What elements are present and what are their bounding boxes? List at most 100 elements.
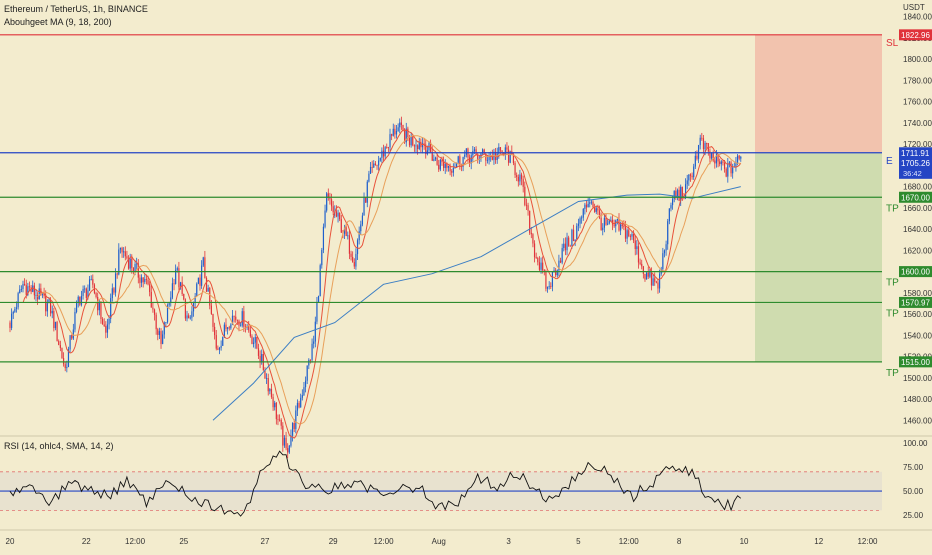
candle[interactable] bbox=[671, 199, 674, 206]
candle[interactable] bbox=[95, 293, 97, 297]
candle[interactable] bbox=[649, 270, 651, 277]
candle[interactable] bbox=[171, 283, 173, 298]
candle[interactable] bbox=[84, 288, 86, 290]
candle[interactable] bbox=[77, 296, 79, 302]
candle[interactable] bbox=[254, 336, 256, 343]
candle[interactable] bbox=[441, 159, 443, 163]
candle[interactable] bbox=[321, 249, 323, 266]
candle[interactable] bbox=[650, 270, 653, 286]
candle[interactable] bbox=[584, 204, 586, 209]
candle[interactable] bbox=[667, 221, 669, 245]
candle[interactable] bbox=[519, 174, 521, 182]
candle[interactable] bbox=[140, 277, 143, 283]
candle[interactable] bbox=[285, 437, 287, 449]
candle[interactable] bbox=[678, 189, 680, 201]
candle[interactable] bbox=[676, 189, 679, 198]
candle[interactable] bbox=[699, 137, 701, 146]
candle[interactable] bbox=[69, 335, 71, 350]
candle[interactable] bbox=[149, 284, 151, 292]
candle[interactable] bbox=[303, 387, 305, 396]
candle[interactable] bbox=[80, 295, 83, 305]
candle[interactable] bbox=[465, 148, 467, 155]
candle[interactable] bbox=[152, 307, 154, 310]
candle[interactable] bbox=[696, 155, 698, 159]
candle[interactable] bbox=[439, 159, 441, 170]
candle[interactable] bbox=[335, 211, 338, 217]
candle[interactable] bbox=[720, 161, 722, 165]
candle[interactable] bbox=[45, 295, 47, 312]
candle[interactable] bbox=[576, 225, 578, 240]
candle[interactable] bbox=[92, 279, 94, 285]
candle[interactable] bbox=[373, 163, 375, 168]
candle[interactable] bbox=[675, 190, 677, 198]
candle[interactable] bbox=[90, 279, 92, 280]
candle[interactable] bbox=[686, 180, 688, 185]
candle[interactable] bbox=[248, 325, 250, 331]
candle[interactable] bbox=[410, 136, 412, 146]
candle[interactable] bbox=[365, 197, 367, 203]
candle[interactable] bbox=[214, 326, 216, 336]
candle[interactable] bbox=[735, 163, 737, 167]
candle[interactable] bbox=[543, 270, 545, 272]
candle[interactable] bbox=[287, 448, 289, 453]
candle[interactable] bbox=[150, 291, 152, 308]
candle[interactable] bbox=[337, 212, 339, 217]
candle[interactable] bbox=[188, 315, 190, 319]
candle[interactable] bbox=[712, 152, 714, 161]
candle[interactable] bbox=[710, 152, 713, 159]
candle[interactable] bbox=[657, 282, 659, 289]
candle[interactable] bbox=[418, 141, 420, 149]
candle[interactable] bbox=[568, 237, 570, 246]
candle[interactable] bbox=[24, 283, 26, 286]
candle[interactable] bbox=[157, 329, 159, 335]
candle[interactable] bbox=[488, 156, 490, 161]
candle[interactable] bbox=[654, 278, 656, 282]
candle[interactable] bbox=[415, 145, 417, 147]
candle[interactable] bbox=[639, 262, 641, 264]
candle[interactable] bbox=[483, 149, 485, 155]
candle[interactable] bbox=[319, 265, 321, 296]
candle[interactable] bbox=[12, 311, 14, 314]
candle[interactable] bbox=[607, 223, 609, 225]
candle[interactable] bbox=[356, 240, 359, 255]
candle[interactable] bbox=[451, 171, 453, 173]
candle[interactable] bbox=[642, 266, 644, 274]
candle[interactable] bbox=[100, 302, 102, 320]
candle[interactable] bbox=[72, 329, 74, 339]
candle[interactable] bbox=[542, 262, 544, 271]
candle[interactable] bbox=[347, 235, 349, 237]
candle[interactable] bbox=[9, 322, 11, 328]
candle[interactable] bbox=[332, 206, 334, 213]
candle[interactable] bbox=[477, 154, 479, 160]
candle[interactable] bbox=[512, 154, 515, 164]
candle[interactable] bbox=[101, 319, 104, 325]
candle[interactable] bbox=[694, 155, 696, 167]
candle[interactable] bbox=[368, 173, 370, 182]
candle[interactable] bbox=[374, 163, 376, 165]
candle[interactable] bbox=[210, 305, 212, 314]
candle[interactable] bbox=[88, 279, 91, 291]
candle[interactable] bbox=[131, 258, 133, 268]
candle[interactable] bbox=[105, 326, 107, 333]
candle[interactable] bbox=[290, 435, 292, 446]
candle[interactable] bbox=[693, 166, 695, 178]
candle[interactable] bbox=[727, 163, 729, 177]
candle[interactable] bbox=[339, 212, 341, 220]
candle[interactable] bbox=[158, 331, 161, 335]
tp-price-label[interactable] bbox=[899, 191, 932, 203]
candle[interactable] bbox=[532, 234, 534, 244]
candle[interactable] bbox=[196, 283, 198, 297]
candle[interactable] bbox=[97, 296, 99, 311]
candle[interactable] bbox=[162, 334, 164, 344]
candle[interactable] bbox=[665, 244, 667, 251]
candle[interactable] bbox=[566, 237, 568, 251]
candle[interactable] bbox=[314, 321, 316, 342]
candle[interactable] bbox=[546, 286, 549, 289]
candle[interactable] bbox=[555, 270, 557, 276]
candle[interactable] bbox=[71, 335, 73, 339]
candle[interactable] bbox=[259, 355, 261, 363]
candle[interactable] bbox=[33, 285, 35, 296]
candle[interactable] bbox=[59, 345, 61, 349]
candle[interactable] bbox=[507, 149, 510, 163]
